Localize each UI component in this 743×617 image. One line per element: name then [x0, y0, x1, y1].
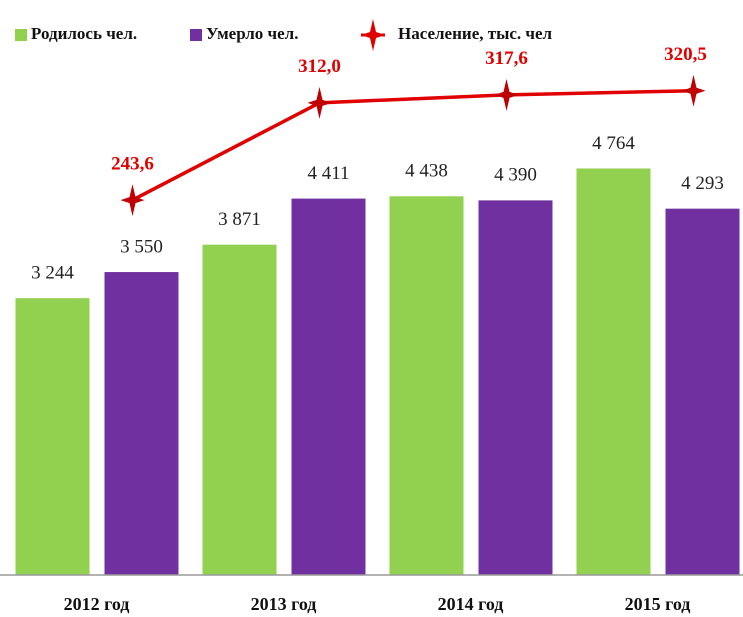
- x-tick-label: 2015 год: [625, 594, 691, 614]
- x-tick-label: 2012 год: [64, 594, 130, 614]
- data-label: 312,0: [298, 56, 341, 77]
- bar: [479, 200, 553, 575]
- line-marker: [495, 79, 519, 111]
- line-marker: [682, 75, 706, 107]
- x-tick-label: 2013 год: [251, 594, 317, 614]
- bar: [577, 168, 651, 575]
- legend-label: Население, тыс. чел: [398, 24, 553, 43]
- chart: Родилось чел. Умерло чел. Население, тыс. …: [0, 0, 743, 617]
- line-marker: [121, 184, 145, 216]
- data-label: 4 390: [494, 165, 537, 186]
- legend-label: Умерло чел.: [206, 24, 298, 43]
- data-label: 3 871: [218, 209, 261, 230]
- data-label: 4 438: [405, 161, 448, 182]
- data-label: 317,6: [485, 48, 528, 69]
- legend-marker: [190, 29, 202, 41]
- data-label: 4 411: [307, 163, 349, 184]
- bar: [666, 209, 740, 575]
- legend-marker: [15, 29, 27, 41]
- line-marker: [308, 87, 332, 119]
- data-label: 4 293: [681, 173, 724, 194]
- legend-label: Родилось чел.: [31, 24, 137, 43]
- bar: [16, 298, 90, 575]
- bar: [292, 199, 366, 575]
- bar: [203, 245, 277, 575]
- data-label: 3 550: [120, 236, 163, 257]
- data-label: 243,6: [111, 153, 154, 174]
- data-label: 3 244: [31, 263, 74, 284]
- bar: [105, 272, 179, 575]
- x-tick-label: 2014 год: [438, 594, 504, 614]
- data-label: 320,5: [664, 44, 707, 65]
- bar: [390, 196, 464, 575]
- data-label: 4 764: [592, 133, 635, 154]
